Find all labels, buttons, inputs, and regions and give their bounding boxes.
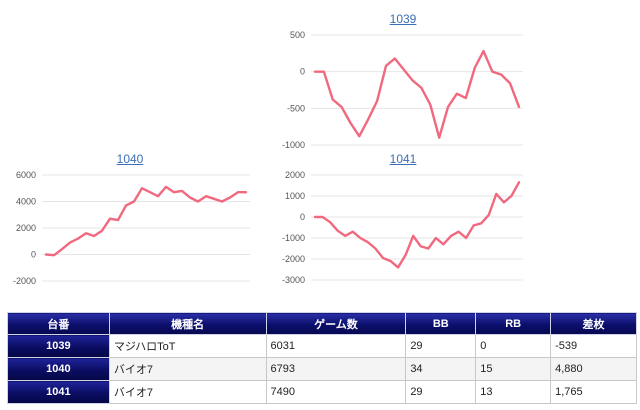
chart-title-1040[interactable]: 1040 — [116, 152, 144, 166]
header-machine-number: 台番 — [7, 312, 110, 335]
y-tick-label: 0 — [300, 212, 305, 222]
table-row: 1040 バイオ7 6793 34 15 4,880 — [7, 357, 637, 381]
bb-cell: 29 — [405, 380, 477, 404]
header-difference: 差枚 — [550, 312, 637, 335]
bb-cell: 29 — [405, 334, 477, 358]
difference-cell: 4,880 — [550, 357, 637, 381]
header-rb: RB — [475, 312, 552, 335]
y-tick-label: 0 — [300, 67, 305, 77]
chart-title-1041[interactable]: 1041 — [389, 152, 417, 166]
chart-title-1039[interactable]: 1039 — [389, 12, 417, 26]
series-line — [313, 181, 521, 269]
y-tick-label: -500 — [287, 103, 305, 113]
line-chart-1039: 500 0 -500 -1000 — [282, 30, 523, 150]
machine-number-cell[interactable]: 1040 — [7, 357, 110, 381]
y-tick-label: 2000 — [285, 170, 305, 180]
y-tick-label: -2000 — [13, 276, 36, 286]
game-count-cell: 7490 — [265, 380, 407, 404]
y-tick-label: 6000 — [16, 170, 36, 180]
header-model-name: 機種名 — [108, 312, 267, 335]
y-tick-label: 500 — [290, 30, 305, 40]
difference-cell: -539 — [550, 334, 637, 358]
line-chart-1040: 6000 4000 2000 0 -2000 — [13, 170, 250, 286]
chart-1041: 1041 2000 1000 0 -1000 -2000 -3000 — [278, 152, 528, 292]
y-tick-label: -1000 — [282, 233, 305, 243]
y-tick-label: -3000 — [282, 275, 305, 285]
y-tick-label: 4000 — [16, 197, 36, 207]
table-row: 1039 マジハロToT 6031 29 0 -539 — [7, 334, 637, 358]
line-chart-1041: 2000 1000 0 -1000 -2000 -3000 — [282, 170, 523, 285]
rb-cell: 13 — [475, 380, 552, 404]
table-header-row: 台番 機種名 ゲーム数 BB RB 差枚 — [7, 312, 637, 335]
chart-1040: 1040 6000 4000 2000 0 -2000 — [0, 152, 260, 292]
y-tick-label: 0 — [31, 250, 36, 260]
header-bb: BB — [405, 312, 477, 335]
y-tick-label: 2000 — [16, 223, 36, 233]
model-name-cell: マジハロToT — [108, 334, 267, 358]
model-name-cell: バイオ7 — [108, 357, 267, 381]
machine-table: 台番 機種名 ゲーム数 BB RB 差枚 1039 マジハロToT 6031 2… — [7, 312, 637, 404]
y-tick-label: -2000 — [282, 254, 305, 264]
series-line — [44, 185, 248, 257]
bb-cell: 34 — [405, 357, 477, 381]
chart-1039: 1039 500 0 -500 -1000 — [278, 10, 528, 150]
y-tick-label: -1000 — [282, 140, 305, 150]
header-game-count: ゲーム数 — [265, 312, 407, 335]
model-name-cell: バイオ7 — [108, 380, 267, 404]
difference-cell: 1,765 — [550, 380, 637, 404]
y-tick-label: 1000 — [285, 191, 305, 201]
game-count-cell: 6793 — [265, 357, 407, 381]
machine-number-cell[interactable]: 1041 — [7, 380, 110, 404]
rb-cell: 0 — [475, 334, 552, 358]
series-line — [313, 49, 521, 139]
game-count-cell: 6031 — [265, 334, 407, 358]
rb-cell: 15 — [475, 357, 552, 381]
machine-number-cell[interactable]: 1039 — [7, 334, 110, 358]
table-row: 1041 バイオ7 7490 29 13 1,765 — [7, 380, 637, 404]
